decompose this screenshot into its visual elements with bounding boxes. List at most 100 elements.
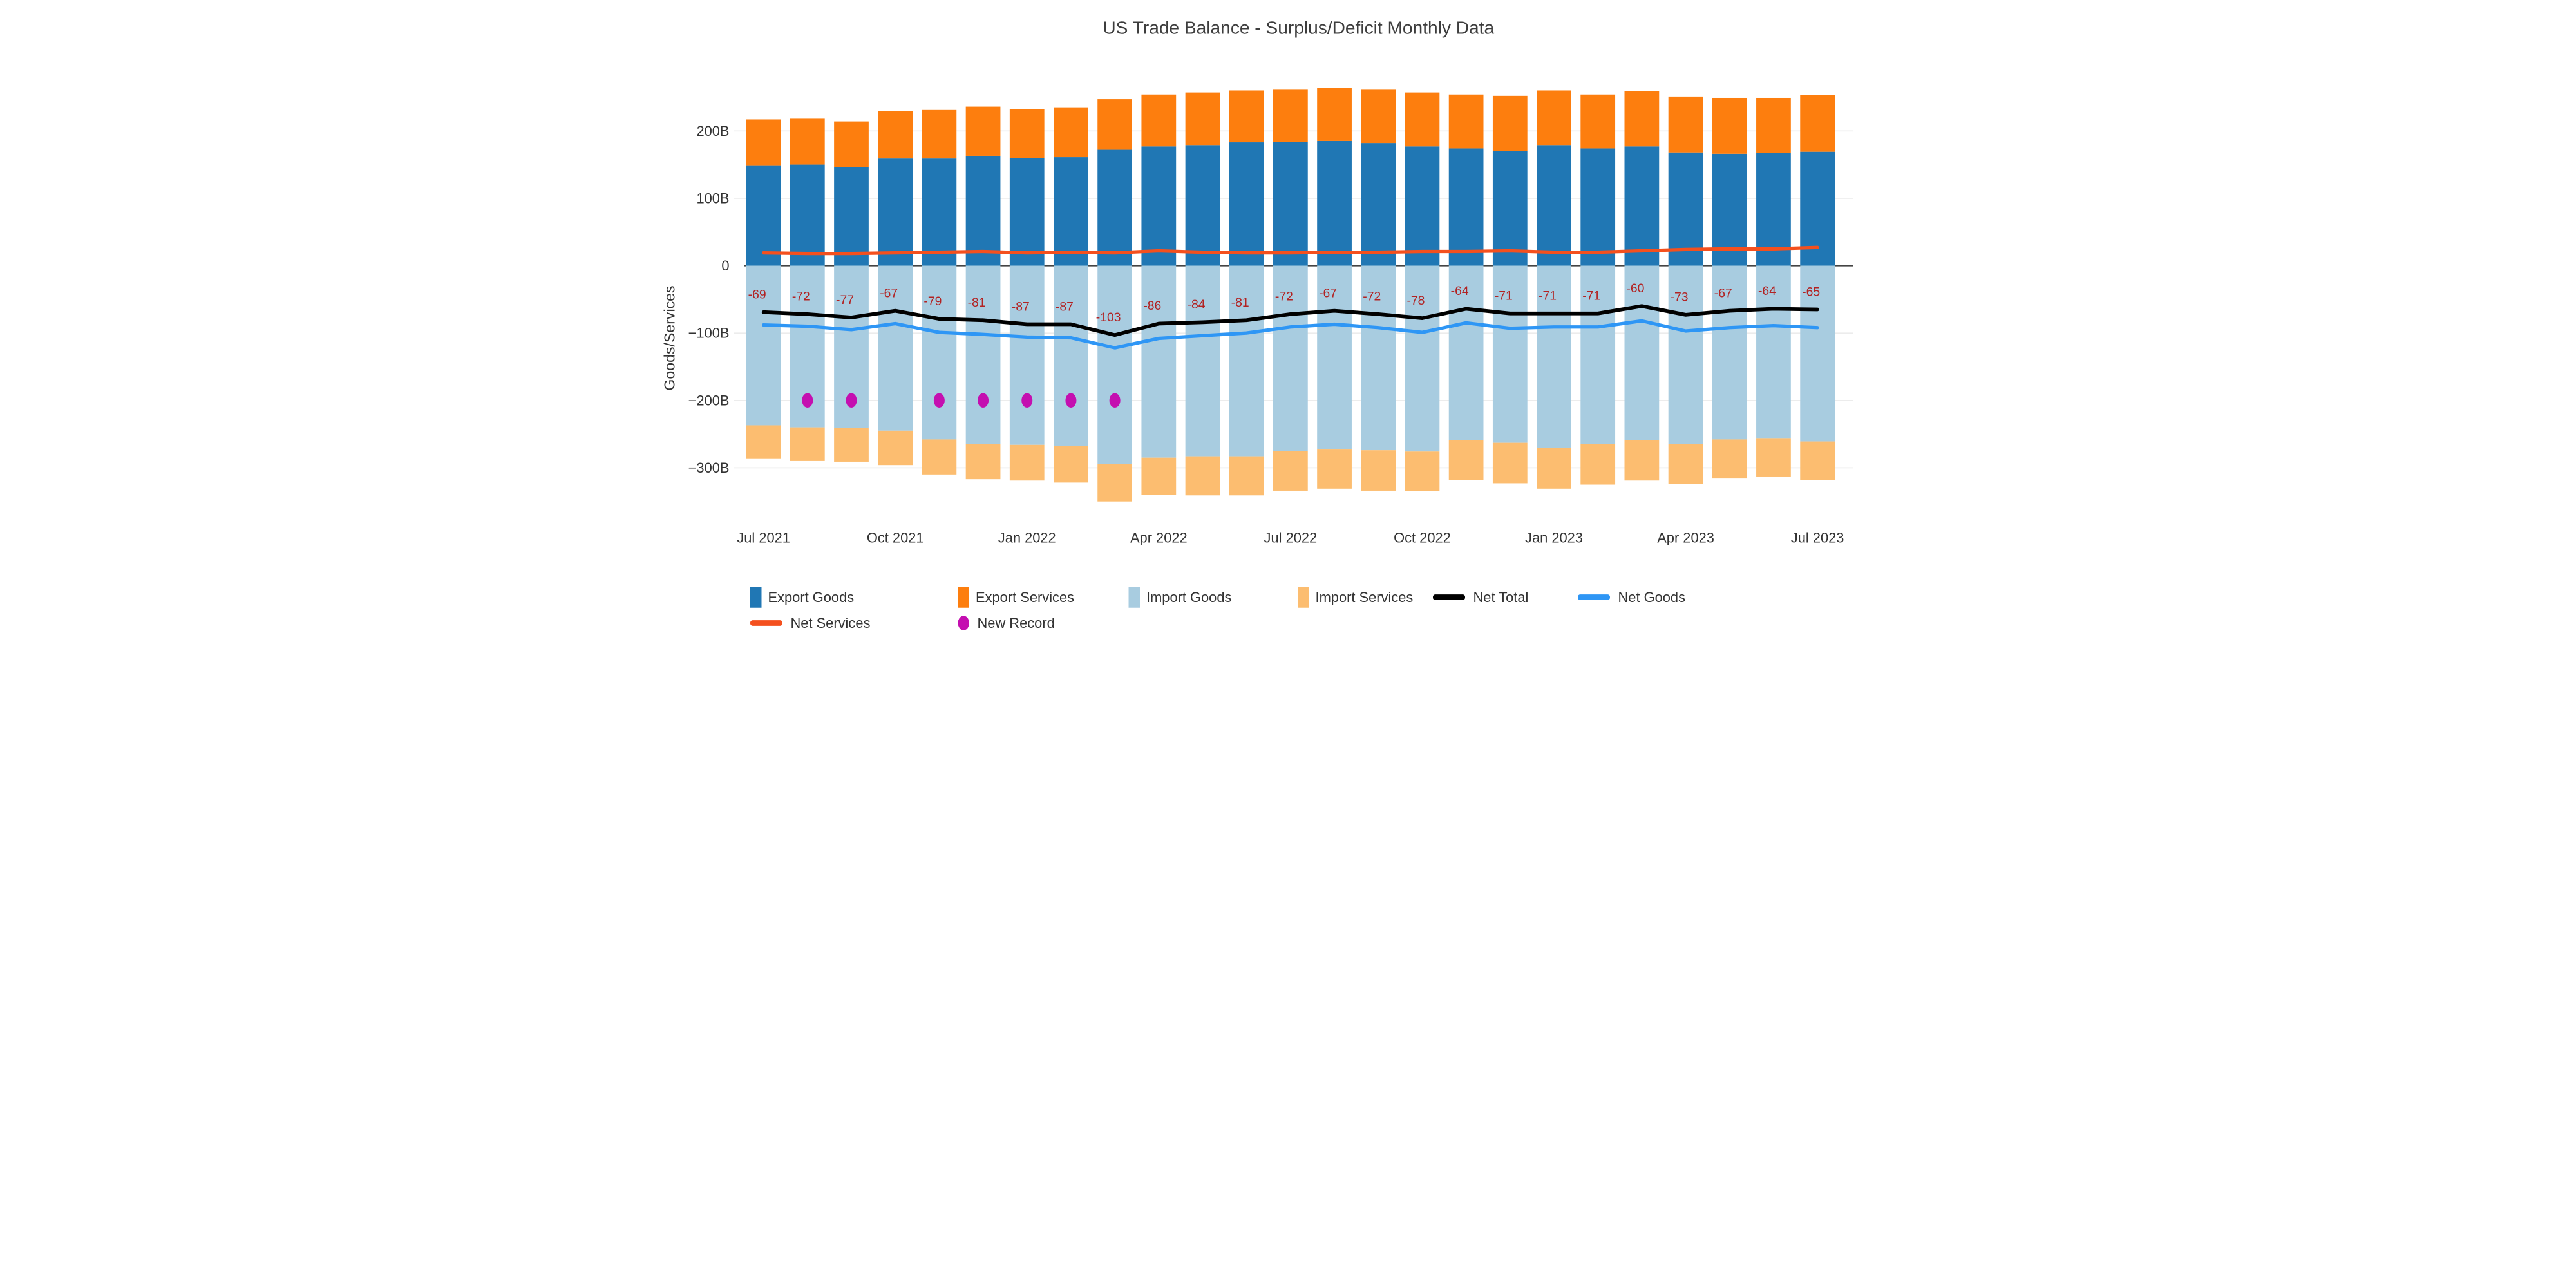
- bar-export-services-15[interactable]: [1405, 92, 1440, 147]
- bar-export-goods-16[interactable]: [1448, 148, 1484, 266]
- bar-export-goods-3[interactable]: [878, 158, 913, 266]
- bar-import-goods-12[interactable]: [1273, 265, 1308, 451]
- bar-import-goods-21[interactable]: [1668, 265, 1703, 444]
- bar-export-goods-17[interactable]: [1492, 151, 1528, 266]
- legend-item-net-total[interactable]: Net Total: [1433, 589, 1528, 605]
- line-net-services[interactable]: [762, 245, 1819, 256]
- bar-import-services-20[interactable]: [1624, 440, 1660, 481]
- bar-import-services-23[interactable]: [1756, 438, 1791, 477]
- bar-import-services-7[interactable]: [1054, 446, 1088, 483]
- bar-export-goods-0[interactable]: [746, 165, 781, 266]
- bar-export-services-10[interactable]: [1185, 92, 1220, 146]
- bar-import-goods-0[interactable]: [746, 265, 781, 426]
- bar-export-services-8[interactable]: [1097, 99, 1132, 150]
- bar-export-goods-20[interactable]: [1624, 146, 1660, 266]
- bar-import-services-5[interactable]: [965, 444, 1001, 480]
- bar-export-services-22[interactable]: [1712, 97, 1747, 154]
- bar-import-services-13[interactable]: [1317, 449, 1352, 489]
- bar-export-goods-8[interactable]: [1097, 149, 1132, 266]
- bar-export-goods-15[interactable]: [1405, 146, 1440, 266]
- bar-import-goods-5[interactable]: [965, 265, 1001, 444]
- bar-import-services-3[interactable]: [878, 430, 913, 466]
- bar-export-goods-5[interactable]: [965, 155, 1001, 266]
- bar-import-services-8[interactable]: [1097, 464, 1132, 502]
- bar-import-services-14[interactable]: [1361, 450, 1396, 491]
- bar-export-services-17[interactable]: [1492, 95, 1528, 151]
- bar-import-goods-7[interactable]: [1054, 265, 1088, 446]
- bar-import-goods-3[interactable]: [878, 265, 913, 431]
- bar-export-goods-6[interactable]: [1009, 158, 1045, 266]
- bar-import-goods-16[interactable]: [1448, 265, 1484, 440]
- bar-import-services-9[interactable]: [1141, 457, 1177, 495]
- bar-export-goods-10[interactable]: [1185, 145, 1220, 266]
- bar-export-goods-19[interactable]: [1580, 148, 1616, 266]
- bar-export-goods-18[interactable]: [1537, 145, 1571, 266]
- bar-export-services-3[interactable]: [878, 111, 913, 159]
- bar-export-services-16[interactable]: [1448, 94, 1484, 149]
- bar-import-services-4[interactable]: [922, 439, 957, 475]
- new-record-dot-1[interactable]: [802, 393, 813, 408]
- bar-export-goods-1[interactable]: [790, 164, 825, 266]
- bar-import-goods-18[interactable]: [1537, 265, 1571, 448]
- bar-import-goods-24[interactable]: [1800, 265, 1835, 442]
- bar-export-services-24[interactable]: [1800, 95, 1835, 152]
- bar-import-services-22[interactable]: [1712, 439, 1747, 479]
- bar-import-services-6[interactable]: [1009, 444, 1045, 481]
- new-record-dot-4[interactable]: [933, 393, 945, 408]
- bar-import-services-16[interactable]: [1448, 440, 1484, 480]
- legend-item-export-services[interactable]: Export Services: [958, 587, 1075, 608]
- bar-import-services-17[interactable]: [1492, 442, 1528, 484]
- bar-export-services-5[interactable]: [965, 106, 1001, 156]
- bar-export-services-6[interactable]: [1009, 109, 1045, 158]
- bar-import-goods-11[interactable]: [1229, 265, 1264, 457]
- bar-export-services-11[interactable]: [1229, 90, 1264, 143]
- bar-import-services-24[interactable]: [1800, 441, 1835, 480]
- bar-import-goods-17[interactable]: [1492, 265, 1528, 443]
- bar-import-goods-14[interactable]: [1361, 265, 1396, 451]
- bar-export-services-0[interactable]: [746, 119, 781, 166]
- bar-export-goods-4[interactable]: [922, 158, 957, 266]
- bar-import-services-19[interactable]: [1580, 444, 1616, 485]
- bar-import-services-1[interactable]: [790, 427, 825, 461]
- bar-import-services-0[interactable]: [746, 425, 781, 459]
- bar-export-services-20[interactable]: [1624, 91, 1660, 147]
- line-net-total[interactable]: [761, 304, 1819, 337]
- bar-export-goods-13[interactable]: [1317, 140, 1352, 266]
- bar-import-services-12[interactable]: [1273, 451, 1308, 491]
- bar-export-goods-21[interactable]: [1668, 152, 1703, 266]
- bar-export-services-4[interactable]: [922, 109, 957, 159]
- legend-item-import-goods[interactable]: Import Goods: [1128, 587, 1232, 608]
- new-record-dot-7[interactable]: [1065, 393, 1077, 408]
- bar-export-services-18[interactable]: [1537, 90, 1571, 146]
- bar-export-goods-9[interactable]: [1141, 146, 1177, 266]
- bar-import-goods-8[interactable]: [1097, 265, 1132, 464]
- bar-export-goods-22[interactable]: [1712, 153, 1747, 266]
- bar-export-goods-12[interactable]: [1273, 141, 1308, 266]
- bar-import-services-18[interactable]: [1537, 447, 1571, 489]
- bar-export-services-9[interactable]: [1141, 94, 1177, 147]
- new-record-dot-8[interactable]: [1109, 393, 1121, 408]
- new-record-dot-6[interactable]: [1021, 393, 1033, 408]
- bar-import-services-2[interactable]: [834, 428, 869, 462]
- bar-import-goods-6[interactable]: [1009, 265, 1045, 445]
- bar-export-goods-11[interactable]: [1229, 142, 1264, 266]
- bar-import-goods-4[interactable]: [922, 265, 957, 440]
- bar-export-goods-14[interactable]: [1361, 143, 1396, 266]
- bar-import-services-21[interactable]: [1668, 444, 1703, 484]
- bar-import-services-10[interactable]: [1185, 456, 1220, 496]
- bar-export-services-13[interactable]: [1317, 88, 1352, 141]
- bar-export-services-23[interactable]: [1756, 97, 1791, 153]
- bar-import-goods-10[interactable]: [1185, 265, 1220, 457]
- bar-export-services-1[interactable]: [790, 118, 825, 165]
- bar-import-services-15[interactable]: [1405, 451, 1440, 491]
- bar-export-services-12[interactable]: [1273, 89, 1308, 142]
- legend-item-import-services[interactable]: Import Services: [1298, 587, 1413, 608]
- bar-import-goods-9[interactable]: [1141, 265, 1177, 458]
- bar-export-services-7[interactable]: [1054, 107, 1088, 158]
- bar-import-goods-20[interactable]: [1624, 265, 1660, 440]
- bar-export-services-14[interactable]: [1361, 89, 1396, 144]
- legend-item-net-goods[interactable]: Net Goods: [1578, 589, 1685, 605]
- line-net-goods[interactable]: [762, 319, 1819, 350]
- bar-import-goods-22[interactable]: [1712, 265, 1747, 440]
- bar-import-services-11[interactable]: [1229, 456, 1264, 496]
